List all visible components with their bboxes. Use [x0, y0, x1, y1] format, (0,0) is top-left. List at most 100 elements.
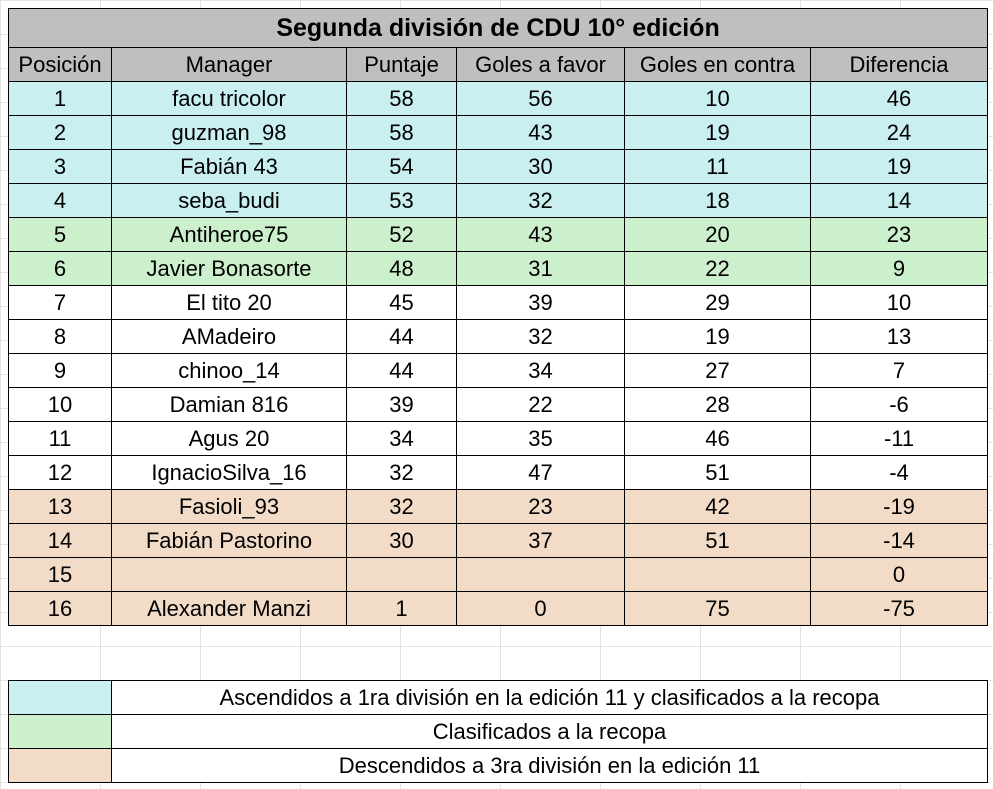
cell-manager: chinoo_14 — [111, 353, 347, 388]
standings-table: Segunda división de CDU 10° edición Posi… — [7, 8, 989, 626]
cell-puntaje: 48 — [346, 251, 457, 286]
cell-manager: El tito 20 — [111, 285, 347, 320]
cell-goles-a-favor: 39 — [456, 285, 625, 320]
cell-puntaje: 44 — [346, 353, 457, 388]
cell-diferencia: -19 — [809, 489, 989, 524]
cell-posicion: 7 — [8, 285, 112, 320]
cell-posicion: 5 — [8, 217, 112, 252]
cell-diferencia: 23 — [809, 217, 989, 252]
table-row: 2 guzman_98 58 43 19 24 — [8, 115, 989, 150]
cell-goles-a-favor: 31 — [456, 251, 625, 286]
cell-diferencia: -6 — [809, 387, 989, 422]
cell-puntaje: 30 — [346, 523, 457, 558]
cell-goles-a-favor: 23 — [456, 489, 625, 524]
cell-posicion: 10 — [8, 387, 112, 422]
legend-row: Clasificados a la recopa — [8, 714, 988, 749]
cell-manager: facu tricolor — [111, 81, 347, 116]
cell-manager: Agus 20 — [111, 421, 347, 456]
cell-posicion: 6 — [8, 251, 112, 286]
cell-goles-a-favor: 32 — [456, 183, 625, 218]
cell-diferencia: -11 — [809, 421, 989, 456]
table-row: 10 Damian 816 39 22 28 -6 — [8, 387, 989, 422]
cell-goles-en-contra: 27 — [624, 353, 811, 388]
cell-goles-a-favor: 0 — [456, 591, 625, 626]
cell-puntaje: 53 — [346, 183, 457, 218]
cell-goles-a-favor: 22 — [456, 387, 625, 422]
header-manager: Manager — [111, 47, 347, 82]
cell-puntaje: 34 — [346, 421, 457, 456]
cell-manager: Damian 816 — [111, 387, 347, 422]
cell-diferencia: 19 — [809, 149, 989, 184]
cell-puntaje: 54 — [346, 149, 457, 184]
cell-goles-a-favor: 56 — [456, 81, 625, 116]
legend-swatch — [8, 714, 112, 749]
header-posicion: Posición — [8, 47, 112, 82]
cell-goles-a-favor: 37 — [456, 523, 625, 558]
cell-goles-a-favor: 30 — [456, 149, 625, 184]
cell-diferencia: -75 — [809, 591, 989, 626]
cell-goles-en-contra: 29 — [624, 285, 811, 320]
cell-manager: Fasioli_93 — [111, 489, 347, 524]
cell-puntaje: 58 — [346, 81, 457, 116]
table-row: 12 IgnacioSilva_16 32 47 51 -4 — [8, 455, 989, 490]
legend-body: Ascendidos a 1ra división en la edición … — [8, 680, 988, 783]
cell-goles-en-contra: 75 — [624, 591, 811, 626]
cell-diferencia: 0 — [809, 557, 989, 592]
cell-diferencia: 24 — [809, 115, 989, 150]
table-row: 11 Agus 20 34 35 46 -11 — [8, 421, 989, 456]
cell-posicion: 4 — [8, 183, 112, 218]
cell-posicion: 8 — [8, 319, 112, 354]
table-row: 5 Antiheroe75 52 43 20 23 — [8, 217, 989, 252]
cell-diferencia: 14 — [809, 183, 989, 218]
cell-posicion: 9 — [8, 353, 112, 388]
cell-puntaje: 1 — [346, 591, 457, 626]
cell-goles-en-contra: 46 — [624, 421, 811, 456]
cell-manager: Fabián 43 — [111, 149, 347, 184]
table-row: 4 seba_budi 53 32 18 14 — [8, 183, 989, 218]
table-row: 15 0 — [8, 557, 989, 592]
cell-manager: seba_budi — [111, 183, 347, 218]
cell-goles-a-favor: 43 — [456, 217, 625, 252]
cell-posicion: 14 — [8, 523, 112, 558]
table-row: 14 Fabián Pastorino 30 37 51 -14 — [8, 523, 989, 558]
cell-manager: AMadeiro — [111, 319, 347, 354]
table-row: 3 Fabián 43 54 30 11 19 — [8, 149, 989, 184]
header-goles-en-contra: Goles en contra — [624, 47, 811, 82]
standings-body: 1 facu tricolor 58 56 10 46 2 guzman_98 58 43 19 24… — [8, 81, 989, 626]
cell-puntaje: 32 — [346, 489, 457, 524]
cell-goles-a-favor — [456, 557, 625, 592]
cell-goles-en-contra: 51 — [624, 523, 811, 558]
cell-goles-en-contra — [624, 557, 811, 592]
cell-goles-en-contra: 19 — [624, 319, 811, 354]
cell-diferencia: -14 — [809, 523, 989, 558]
legend-text: Ascendidos a 1ra división en la edición … — [111, 680, 988, 715]
cell-diferencia: -4 — [809, 455, 989, 490]
legend-row: Ascendidos a 1ra división en la edición … — [8, 680, 988, 715]
table-row: 9 chinoo_14 44 34 27 7 — [8, 353, 989, 388]
cell-manager: IgnacioSilva_16 — [111, 455, 347, 490]
cell-posicion: 3 — [8, 149, 112, 184]
cell-goles-a-favor: 34 — [456, 353, 625, 388]
cell-goles-a-favor: 43 — [456, 115, 625, 150]
cell-goles-en-contra: 42 — [624, 489, 811, 524]
cell-goles-en-contra: 10 — [624, 81, 811, 116]
cell-posicion: 15 — [8, 557, 112, 592]
legend-text: Descendidos a 3ra división en la edición… — [111, 748, 988, 783]
cell-goles-en-contra: 20 — [624, 217, 811, 252]
cell-puntaje: 58 — [346, 115, 457, 150]
cell-manager: Antiheroe75 — [111, 217, 347, 252]
table-row: 1 facu tricolor 58 56 10 46 — [8, 81, 989, 116]
cell-goles-a-favor: 35 — [456, 421, 625, 456]
cell-diferencia: 9 — [809, 251, 989, 286]
table-row: 6 Javier Bonasorte 48 31 22 9 — [8, 251, 989, 286]
cell-puntaje: 32 — [346, 455, 457, 490]
cell-manager: Fabián Pastorino — [111, 523, 347, 558]
cell-posicion: 16 — [8, 591, 112, 626]
header-diferencia: Diferencia — [809, 47, 989, 82]
table-title: Segunda división de CDU 10° edición — [7, 8, 989, 48]
cell-puntaje: 52 — [346, 217, 457, 252]
cell-puntaje — [346, 557, 457, 592]
legend-swatch — [8, 680, 112, 715]
cell-posicion: 1 — [8, 81, 112, 116]
table-row: 8 AMadeiro 44 32 19 13 — [8, 319, 989, 354]
